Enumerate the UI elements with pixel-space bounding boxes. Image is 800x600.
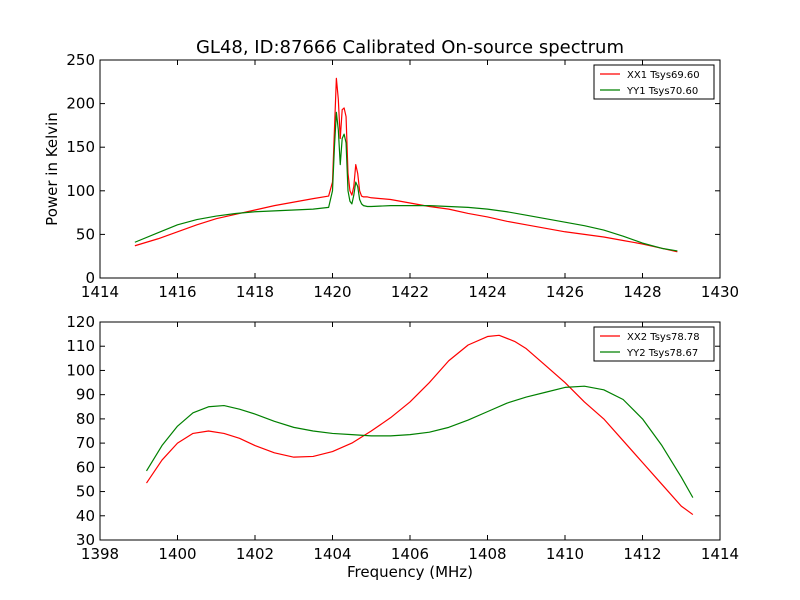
y-tick-label: 250 (66, 51, 95, 69)
legend-entry-label: YY1 Tsys70.60 (626, 86, 698, 97)
x-tick-label: 1422 (391, 283, 429, 301)
series-line-2 (145, 385, 694, 498)
x-tick-label: 1420 (313, 283, 351, 301)
x-tick-label: 1416 (158, 283, 196, 301)
y-tick-label: 120 (66, 313, 95, 331)
y-axis-label: Power in Kelvin (43, 112, 61, 226)
legend-box (593, 64, 715, 100)
legend-entry-label: YY2 Tsys78.67 (626, 348, 698, 359)
y-tick-label: 0 (85, 269, 95, 287)
x-tick-label: 1398 (81, 545, 119, 563)
x-tick-label: 1410 (546, 545, 584, 563)
y-tick-label: 90 (76, 386, 95, 404)
legend-box (593, 326, 715, 362)
x-tick-label: 1424 (468, 283, 506, 301)
legend-entry-label: XX2 Tsys78.78 (627, 332, 700, 343)
y-tick-label: 80 (76, 410, 95, 428)
y-tick-label: 50 (76, 225, 95, 243)
x-tick-label: 1414 (81, 283, 119, 301)
x-tick-label: 1408 (468, 545, 506, 563)
x-tick-label: 1418 (236, 283, 274, 301)
y-tick-label: 150 (66, 138, 95, 156)
figure-title: GL48, ID:87666 Calibrated On-source spec… (196, 37, 624, 58)
y-tick-label: 70 (76, 434, 95, 452)
y-tick-label: 40 (76, 507, 95, 525)
x-tick-label: 1402 (236, 545, 274, 563)
y-tick-label: 60 (76, 458, 95, 476)
series-line-1 (134, 77, 678, 253)
y-tick-label: 110 (66, 337, 95, 355)
legend: XX1 Tsys69.60 YY1 Tsys70.60 (593, 64, 715, 100)
x-axis-label: Frequency (MHz) (347, 563, 473, 581)
x-tick-label: 1412 (623, 545, 661, 563)
y-tick-label: 100 (66, 182, 95, 200)
x-tick-label: 1400 (158, 545, 196, 563)
x-tick-label: 1414 (701, 545, 739, 563)
x-tick-label: 1404 (313, 545, 351, 563)
x-tick-label: 1430 (701, 283, 739, 301)
series-line-2 (134, 111, 678, 252)
y-tick-label: 30 (76, 531, 95, 549)
y-tick-label: 200 (66, 95, 95, 113)
x-tick-label: 1426 (546, 283, 584, 301)
legend: XX2 Tsys78.78 YY2 Tsys78.67 (593, 326, 715, 362)
chart-bottom: 1398 1400 1402 1404 1406 1408 1410 1412 1414 30 40… (66, 313, 739, 581)
chart-top: 1414 1416 1418 1420 1422 1424 1426 1428 1430 0 50 1… (43, 51, 739, 301)
series-line-1 (146, 334, 694, 516)
x-tick-label: 1406 (391, 545, 429, 563)
y-tick-label: 100 (66, 361, 95, 379)
x-tick-label: 1428 (623, 283, 661, 301)
legend-entry-label: XX1 Tsys69.60 (627, 70, 700, 81)
y-tick-label: 50 (76, 483, 95, 501)
